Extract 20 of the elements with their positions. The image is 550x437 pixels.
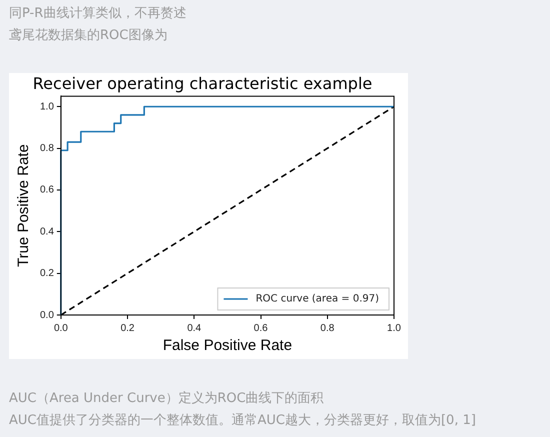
x-tick-label: 0.4 [187, 322, 202, 334]
x-tick-label: 1.0 [387, 322, 402, 334]
x-tick-label: 0.6 [254, 322, 268, 334]
y-axis-title: True Positive Rate [15, 144, 32, 268]
x-tick-label: 0.2 [120, 322, 135, 334]
y-tick-label: 1.0 [40, 101, 54, 112]
y-tick-label: 0.6 [40, 184, 54, 196]
y-tick-label: 0.2 [40, 268, 54, 280]
x-axis-title: False Positive Rate [162, 337, 292, 354]
text: AUC（Area Under Curve）定义为ROC曲线下的面积 [9, 390, 325, 408]
x-tick-label: 0.8 [320, 322, 335, 334]
text: AUC值提供了分类器的一个整体数值。通常AUC越大，分类器更好，取值为[0, 1] [9, 412, 476, 430]
y-tick-label: 0.8 [40, 143, 54, 154]
y-tick-label: 0.0 [40, 310, 54, 321]
chart-title: Receiver operating characteristic example [32, 74, 372, 93]
x-tick-label: 0.0 [54, 322, 68, 334]
text: 同P-R曲线计算类似，不再赘述 [9, 5, 186, 23]
text: 鸢尾花数据集的ROC图像为 [9, 27, 168, 45]
y-tick-label: 0.4 [40, 226, 54, 238]
legend-label: ROC curve (area = 0.97) [256, 294, 380, 305]
